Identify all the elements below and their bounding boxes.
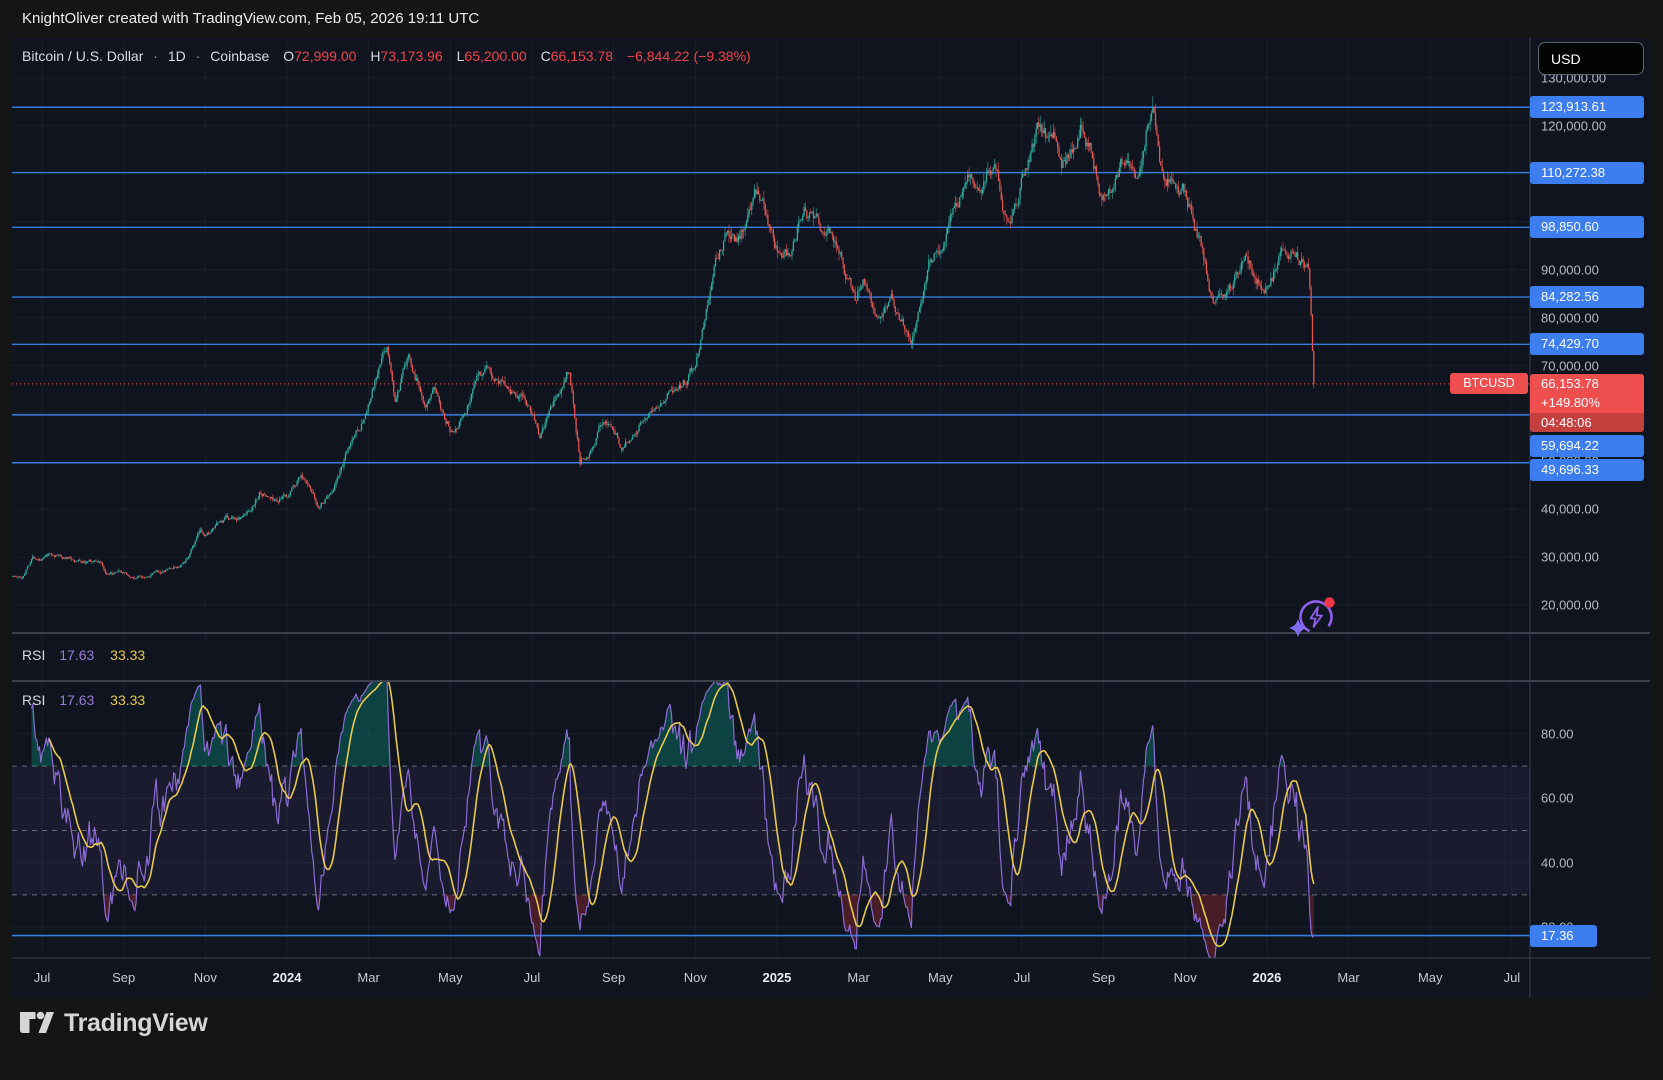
price-chart-canvas[interactable] bbox=[0, 0, 1663, 1080]
open-value: 72,999.00 bbox=[294, 48, 356, 64]
bar-countdown: 04:48:06 bbox=[1530, 413, 1644, 433]
tradingview-logo-icon bbox=[18, 1008, 55, 1038]
time-axis-label: May bbox=[928, 958, 953, 998]
exchange-label: Coinbase bbox=[210, 48, 269, 64]
price-level-badge: 49,696.33 bbox=[1530, 459, 1644, 481]
current-change-percent: +149.80% bbox=[1530, 393, 1644, 413]
rsi-ma-value: 33.33 bbox=[110, 647, 145, 663]
rsi-legend-collapsed: RSI 17.63 33.33 bbox=[22, 647, 145, 663]
time-axis-label: Mar bbox=[847, 958, 869, 998]
price-tick-label: 30,000.00 bbox=[1541, 550, 1599, 565]
time-axis-label: Sep bbox=[1092, 958, 1115, 998]
close-key: C bbox=[541, 48, 551, 64]
brand-name: TradingView bbox=[64, 1009, 208, 1038]
close-value: 66,153.78 bbox=[551, 48, 613, 64]
high-value: 73,173.96 bbox=[380, 48, 442, 64]
currency-selector-button[interactable]: USD bbox=[1538, 42, 1644, 75]
price-tick-label: 70,000.00 bbox=[1541, 358, 1599, 373]
interval-label: 1D bbox=[168, 48, 186, 64]
change-value: −6,844.22 (−9.38%) bbox=[627, 48, 751, 64]
pattern-detected-icon[interactable] bbox=[1288, 594, 1340, 640]
time-axis-label: May bbox=[438, 958, 463, 998]
open-key: O bbox=[283, 48, 294, 64]
high-key: H bbox=[370, 48, 380, 64]
rsi-ma-value: 33.33 bbox=[110, 692, 145, 708]
rsi-tick-label: 40.00 bbox=[1541, 855, 1574, 870]
symbol-legend: Bitcoin / U.S. Dollar · 1D · Coinbase O7… bbox=[22, 48, 751, 64]
price-tick-label: 80,000.00 bbox=[1541, 310, 1599, 325]
time-axis-label: Nov bbox=[684, 958, 707, 998]
rsi-value: 17.63 bbox=[59, 647, 94, 663]
symbol-title: Bitcoin / U.S. Dollar bbox=[22, 48, 143, 64]
price-level-badge: 98,850.60 bbox=[1530, 216, 1644, 238]
time-axis-label: Sep bbox=[112, 958, 135, 998]
price-tick-label: 90,000.00 bbox=[1541, 262, 1599, 277]
rsi-title: RSI bbox=[22, 692, 45, 708]
price-tick-label: 40,000.00 bbox=[1541, 502, 1599, 517]
time-axis-label: Jul bbox=[524, 958, 541, 998]
alert-dot-icon bbox=[1324, 597, 1334, 607]
tradingview-chart-page: KnightOliver created with TradingView.co… bbox=[0, 0, 1663, 1080]
time-axis-label: 2026 bbox=[1252, 958, 1281, 998]
footer-logo[interactable]: TradingView bbox=[18, 1008, 208, 1038]
time-axis-label: Jul bbox=[34, 958, 51, 998]
low-value: 65,200.00 bbox=[464, 48, 526, 64]
time-axis-label: 2024 bbox=[273, 958, 302, 998]
price-level-badge: 123,913.61 bbox=[1530, 96, 1644, 118]
time-axis-label: Sep bbox=[602, 958, 625, 998]
time-axis-label: 2025 bbox=[762, 958, 791, 998]
price-level-badge: 110,272.38 bbox=[1530, 162, 1644, 184]
price-level-badge: 74,429.70 bbox=[1530, 333, 1644, 355]
symbol-price-badge: BTCUSD bbox=[1450, 373, 1528, 394]
time-axis-label: Mar bbox=[1337, 958, 1359, 998]
rsi-title: RSI bbox=[22, 647, 45, 663]
rsi-value: 17.63 bbox=[59, 692, 94, 708]
time-axis-label: Jul bbox=[1014, 958, 1031, 998]
time-axis-label: Nov bbox=[194, 958, 217, 998]
price-tick-label: 20,000.00 bbox=[1541, 598, 1599, 613]
current-price-axis-label: 66,153.78+149.80%04:48:06 bbox=[1530, 374, 1644, 433]
rsi-legend: RSI 17.63 33.33 bbox=[22, 692, 145, 708]
rsi-tick-label: 60.00 bbox=[1541, 791, 1574, 806]
sparkle-icon bbox=[1289, 619, 1307, 637]
time-axis-label: Mar bbox=[357, 958, 379, 998]
time-axis-label: May bbox=[1418, 958, 1443, 998]
price-level-badge: 84,282.56 bbox=[1530, 286, 1644, 308]
rsi-tick-label: 80.00 bbox=[1541, 727, 1574, 742]
time-axis-label: Jul bbox=[1504, 958, 1521, 998]
price-level-badge: 59,694.22 bbox=[1530, 435, 1644, 457]
price-tick-label: 120,000.00 bbox=[1541, 119, 1606, 134]
current-price-value: 66,153.78 bbox=[1530, 374, 1644, 394]
rsi-level-badge: 17.36 bbox=[1530, 925, 1597, 947]
time-axis-label: Nov bbox=[1174, 958, 1197, 998]
